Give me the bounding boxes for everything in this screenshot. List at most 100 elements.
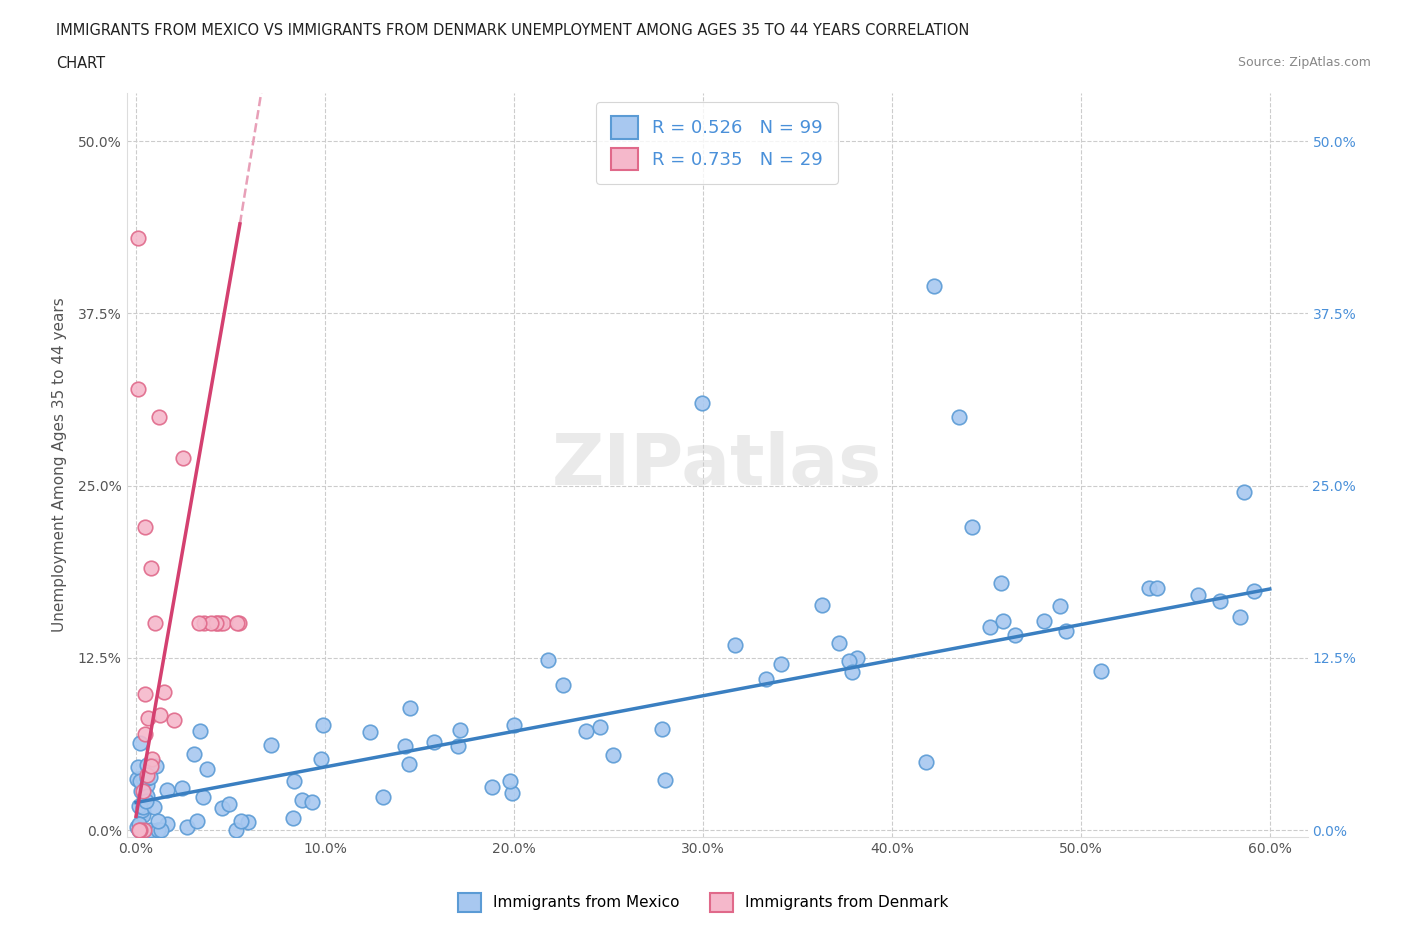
Point bbox=[1229, 609, 1251, 624]
Text: ZIPatlas: ZIPatlas bbox=[553, 431, 882, 499]
Point bbox=[499, 773, 522, 788]
Point bbox=[1090, 663, 1112, 678]
Point bbox=[371, 790, 394, 804]
Point bbox=[914, 754, 936, 769]
Point bbox=[838, 654, 860, 669]
Point bbox=[197, 762, 219, 777]
Point bbox=[394, 738, 416, 753]
Point bbox=[129, 735, 152, 750]
Point bbox=[231, 814, 253, 829]
Point bbox=[283, 773, 305, 788]
Point bbox=[190, 724, 212, 738]
Point bbox=[136, 767, 159, 782]
Point bbox=[260, 737, 283, 752]
Point bbox=[172, 451, 194, 466]
Point bbox=[446, 738, 468, 753]
Point bbox=[127, 771, 149, 786]
Point bbox=[990, 576, 1012, 591]
Point bbox=[146, 823, 169, 838]
Point bbox=[128, 799, 150, 814]
Point bbox=[128, 774, 150, 789]
Point bbox=[128, 817, 150, 831]
Point bbox=[312, 718, 335, 733]
Point bbox=[139, 561, 162, 576]
Point bbox=[1146, 581, 1168, 596]
Point bbox=[575, 724, 598, 738]
Point bbox=[301, 794, 323, 809]
Point bbox=[205, 616, 228, 631]
Point bbox=[148, 823, 170, 838]
Point bbox=[811, 598, 834, 613]
Point bbox=[960, 520, 983, 535]
Point bbox=[127, 231, 149, 246]
Text: Source: ZipAtlas.com: Source: ZipAtlas.com bbox=[1237, 56, 1371, 69]
Point bbox=[146, 814, 169, 829]
Point bbox=[1054, 624, 1077, 639]
Point bbox=[589, 720, 612, 735]
Point bbox=[127, 760, 149, 775]
Point bbox=[754, 672, 776, 687]
Point bbox=[163, 712, 186, 727]
Point bbox=[129, 823, 152, 838]
Point bbox=[1187, 587, 1209, 602]
Point bbox=[191, 790, 214, 804]
Point bbox=[134, 790, 156, 805]
Point bbox=[148, 409, 170, 424]
Point bbox=[841, 665, 863, 680]
Point bbox=[502, 717, 524, 732]
Point bbox=[1032, 613, 1054, 628]
Point bbox=[724, 637, 747, 652]
Point bbox=[450, 722, 472, 737]
Point bbox=[134, 687, 156, 702]
Point bbox=[208, 616, 231, 631]
Point bbox=[979, 619, 1001, 634]
Point bbox=[228, 616, 250, 631]
Point bbox=[1233, 485, 1256, 499]
Point bbox=[131, 770, 153, 785]
Point bbox=[551, 678, 574, 693]
Point bbox=[139, 823, 162, 838]
Point bbox=[993, 613, 1015, 628]
Point bbox=[1004, 628, 1026, 643]
Point bbox=[399, 701, 422, 716]
Point bbox=[1209, 593, 1232, 608]
Point bbox=[129, 784, 152, 799]
Point bbox=[398, 757, 420, 772]
Point bbox=[132, 823, 155, 838]
Point bbox=[200, 616, 222, 631]
Point bbox=[156, 782, 179, 797]
Point bbox=[136, 757, 159, 772]
Point bbox=[136, 789, 159, 804]
Point bbox=[205, 616, 228, 631]
Point bbox=[218, 797, 240, 812]
Point bbox=[135, 793, 157, 808]
Text: CHART: CHART bbox=[56, 56, 105, 71]
Point bbox=[132, 805, 155, 820]
Point bbox=[149, 708, 172, 723]
Point bbox=[770, 657, 793, 671]
Point bbox=[654, 773, 676, 788]
Point bbox=[225, 823, 247, 838]
Point bbox=[128, 823, 150, 838]
Point bbox=[211, 801, 233, 816]
Point bbox=[602, 747, 624, 762]
Legend: R = 0.526   N = 99, R = 0.735   N = 29: R = 0.526 N = 99, R = 0.735 N = 29 bbox=[596, 102, 838, 184]
Point bbox=[193, 616, 215, 631]
Point bbox=[132, 784, 155, 799]
Point bbox=[226, 616, 249, 631]
Point bbox=[132, 807, 155, 822]
Point bbox=[141, 751, 163, 766]
Point bbox=[924, 278, 946, 293]
Point bbox=[187, 616, 209, 631]
Legend: Immigrants from Mexico, Immigrants from Denmark: Immigrants from Mexico, Immigrants from … bbox=[451, 887, 955, 918]
Point bbox=[176, 819, 198, 834]
Point bbox=[134, 520, 156, 535]
Point bbox=[143, 616, 166, 631]
Point bbox=[134, 823, 156, 838]
Point bbox=[692, 395, 714, 410]
Point bbox=[481, 779, 503, 794]
Point bbox=[136, 777, 159, 792]
Point bbox=[156, 817, 179, 831]
Point bbox=[139, 759, 162, 774]
Point bbox=[186, 814, 208, 829]
